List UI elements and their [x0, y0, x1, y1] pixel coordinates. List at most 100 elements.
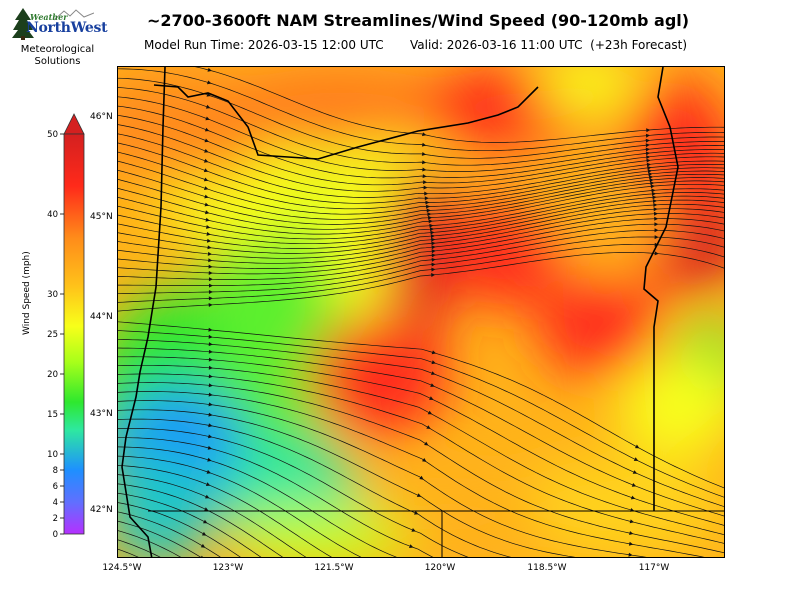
- streamline-arrow: [646, 128, 651, 133]
- lat-label-46: 46°N: [90, 112, 113, 122]
- streamline-arrow: [207, 245, 212, 250]
- streamline-arrow: [629, 519, 635, 524]
- streamline-arrow: [431, 262, 436, 267]
- streamline: [118, 243, 724, 303]
- streamline: [118, 218, 724, 275]
- streamline-arrow: [208, 402, 213, 407]
- streamline-arrow: [648, 172, 653, 177]
- logo-subtitle: Meteorological Solutions: [20, 44, 95, 67]
- streamline: [118, 502, 241, 557]
- streamline: [118, 492, 262, 557]
- streamline-arrow: [208, 349, 213, 354]
- streamline-arrow: [207, 251, 212, 256]
- streamline-arrow: [201, 555, 203, 557]
- streamline-arrow: [426, 204, 431, 209]
- streamline-arrow: [208, 434, 213, 439]
- streamline: [118, 77, 724, 159]
- streamline-arrow: [205, 217, 210, 222]
- streamline-arrow: [647, 165, 652, 170]
- streamline-arrow: [652, 195, 657, 200]
- streamline-arrow: [430, 230, 435, 235]
- colorbar-tick-label: 2: [53, 514, 58, 524]
- lon-label-1245: 124.5°W: [102, 563, 142, 573]
- streamline-arrow: [206, 469, 211, 474]
- streamline-arrow: [431, 360, 436, 365]
- columbia-river: [153, 84, 539, 160]
- streamline-arrow: [208, 334, 213, 339]
- streamline-arrow: [207, 457, 212, 462]
- streamline-arrow: [428, 215, 433, 220]
- streamline-arrow: [208, 383, 213, 388]
- colorbar-label: Wind Speed (mph): [22, 251, 32, 335]
- streamline-arrow: [422, 167, 427, 172]
- streamline-arrow: [205, 116, 210, 121]
- lat-label-45: 45°N: [90, 212, 113, 222]
- streamline-arrow: [205, 104, 211, 109]
- streamline-arrow: [650, 184, 655, 189]
- lon-label-123: 123°W: [212, 563, 244, 573]
- streamline: [118, 530, 182, 557]
- streamline: [118, 465, 332, 557]
- streamline-arrow: [208, 392, 213, 397]
- streamline: [118, 199, 724, 254]
- streamline-arrow: [647, 169, 652, 174]
- streamline-arrow: [209, 283, 213, 288]
- streamline-arrow: [424, 441, 429, 446]
- streamline-arrow: [645, 133, 650, 138]
- colorbar-ramp: [63, 133, 85, 535]
- streamline-arrow: [431, 245, 436, 250]
- streamline: [118, 96, 724, 172]
- colorbar-tick-label: 8: [53, 466, 58, 476]
- streamline-arrow: [423, 180, 428, 185]
- streamline: [118, 105, 724, 179]
- streamline-arrow: [646, 162, 651, 167]
- streamline-arrow: [654, 235, 659, 240]
- streamline-arrow: [426, 208, 431, 213]
- streamline-arrow: [431, 241, 436, 246]
- streamline-arrow: [431, 237, 436, 242]
- colorbar-tick-label: 15: [47, 410, 58, 420]
- state-lines: [148, 510, 724, 557]
- streamline-arrow: [650, 181, 655, 186]
- streamline: [118, 223, 724, 280]
- streamline-arrow: [208, 423, 213, 428]
- streamline-arrow: [654, 228, 659, 233]
- streamline-arrow: [628, 541, 634, 546]
- streamline-arrow: [204, 202, 209, 207]
- streamline: [118, 195, 724, 249]
- streamline-arrow: [430, 383, 435, 387]
- colorbar-tick-label: 4: [53, 498, 58, 508]
- streamline-arrow: [426, 425, 431, 429]
- streamline: [118, 177, 724, 225]
- streamline-arrow: [431, 273, 436, 277]
- colorbar-tick-label: 20: [47, 370, 58, 380]
- streamline: [118, 68, 724, 152]
- streamline: [118, 180, 724, 230]
- streamline-arrow: [424, 191, 429, 196]
- streamline-arrow: [208, 327, 213, 332]
- streamline-arrow: [201, 531, 207, 536]
- streamline-arrow: [645, 143, 650, 148]
- streamline: [118, 114, 724, 186]
- streamline-arrow: [654, 251, 659, 256]
- streamline: [118, 474, 307, 557]
- lat-label-42: 42°N: [90, 505, 113, 515]
- streamline-arrow: [431, 350, 437, 355]
- logo-brand: NorthWest: [26, 20, 108, 36]
- streamline-arrow: [429, 396, 434, 400]
- streamline-arrow: [208, 365, 213, 370]
- streamline-arrow: [427, 410, 433, 415]
- streamline-arrow: [422, 458, 427, 462]
- streamline: [118, 151, 724, 210]
- streamline-arrow: [654, 216, 659, 221]
- streamline-arrow: [653, 207, 658, 212]
- streamline-arrow: [635, 444, 640, 449]
- streamline: [118, 183, 724, 235]
- streamline: [118, 520, 202, 557]
- streamline-arrow: [431, 257, 436, 262]
- streamline-arrow: [631, 483, 637, 487]
- streamline-arrow: [648, 175, 654, 180]
- streamline-arrow: [409, 544, 414, 548]
- streamline: [118, 208, 724, 264]
- streamline-arrow: [204, 194, 209, 199]
